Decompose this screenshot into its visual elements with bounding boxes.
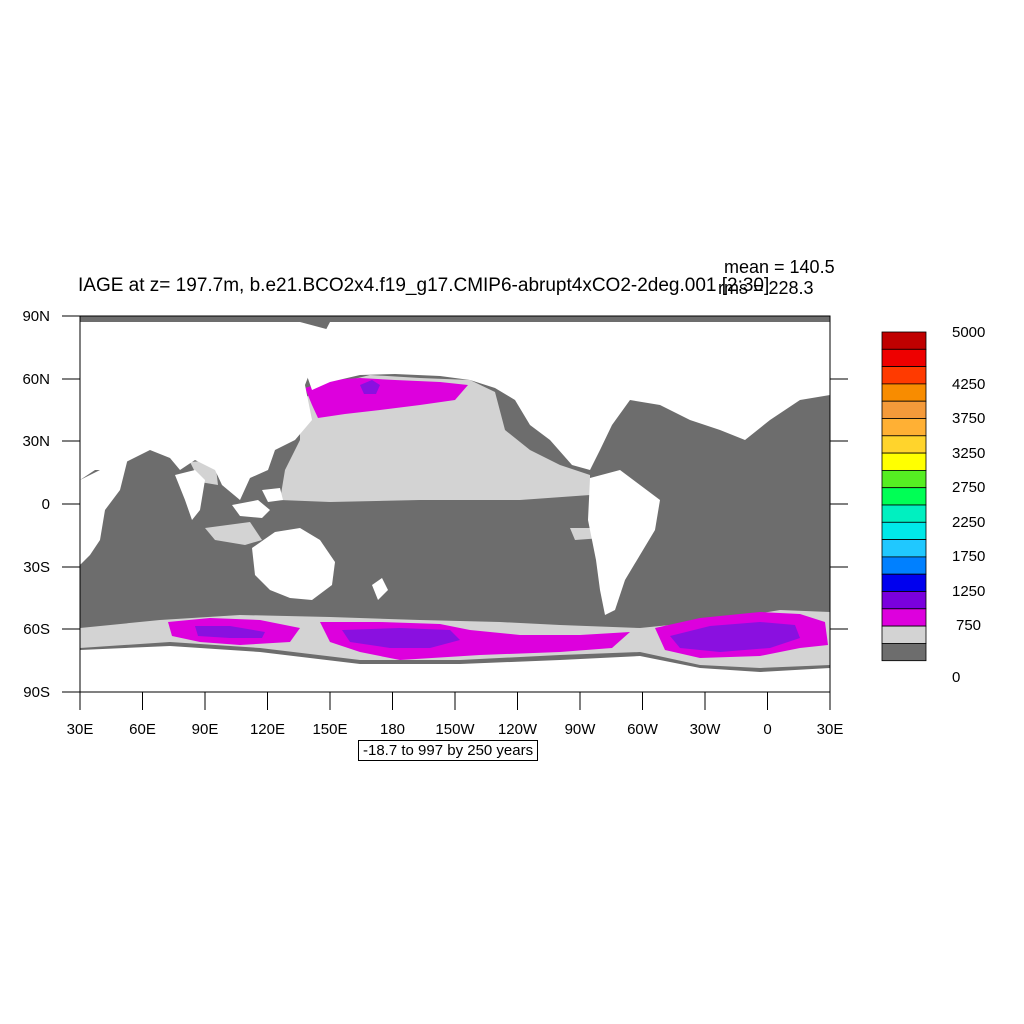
colorbar-box xyxy=(881,469,927,489)
colorbar-label: 2250 xyxy=(952,514,985,531)
lon-label: 90E xyxy=(192,721,219,738)
colorbar-label: 1750 xyxy=(952,548,985,565)
plot-title: IAGE at z= 197.7m, b.e21.BCO2x4.f19_g17.… xyxy=(78,275,770,296)
bering-magenta-region xyxy=(305,378,468,418)
colorbar-box xyxy=(881,331,927,350)
africa-landmass xyxy=(80,458,128,565)
colorbar-box xyxy=(881,591,927,610)
colorbar-box xyxy=(881,539,927,558)
colorbar-box xyxy=(881,625,927,644)
colorbar-label: 3750 xyxy=(952,410,985,427)
longitude-axis: 30E 60E 90E 120E 150E 180 150W 120W 90W … xyxy=(67,692,844,738)
tropical-indian-light-band xyxy=(205,522,262,545)
colorbar-box xyxy=(881,400,927,419)
lon-label: 30W xyxy=(690,721,722,738)
colorbar-box xyxy=(881,521,927,540)
colorbar-box xyxy=(881,643,927,662)
lon-label: 30E xyxy=(817,721,844,738)
southern-ocean-purple-central xyxy=(342,628,460,648)
lon-label: 60W xyxy=(627,721,659,738)
lat-label: 60N xyxy=(22,371,50,388)
rms-stat: rms = 228.3 xyxy=(718,278,814,298)
colorbar-box xyxy=(881,383,927,402)
australia-landmass xyxy=(252,528,335,600)
colorbar-box xyxy=(881,608,927,627)
colorbar-box xyxy=(881,418,927,437)
colorbar-box xyxy=(881,573,927,592)
colorbar-labels: 5000 4250 3750 3250 2750 2250 1750 1250 … xyxy=(952,324,985,686)
colorbar-box xyxy=(881,556,927,575)
colorbar-label: 1250 xyxy=(952,583,985,600)
lon-label: 150E xyxy=(312,721,347,738)
new-zealand xyxy=(372,578,388,600)
weddell-purple-core xyxy=(670,622,800,652)
lon-label: 90W xyxy=(565,721,597,738)
southern-ocean-purple-west xyxy=(195,626,265,638)
maritime-continent xyxy=(232,488,283,518)
contour-range-note: -18.7 to 997 by 250 years xyxy=(358,740,539,761)
lon-label: 30E xyxy=(67,721,94,738)
lon-label: 150W xyxy=(435,721,475,738)
lon-label: 120E xyxy=(250,721,285,738)
colorbar-box xyxy=(881,435,927,454)
colorbar-label: 2750 xyxy=(952,479,985,496)
colorbar-label: 3250 xyxy=(952,445,985,462)
lon-label: 0 xyxy=(763,721,771,738)
lon-label: 180 xyxy=(380,721,405,738)
south-america-landmass xyxy=(588,470,660,615)
lon-label: 120W xyxy=(498,721,538,738)
eurasia-landmass xyxy=(80,322,330,500)
lat-label: 90S xyxy=(23,684,50,701)
colorbar-label: 4250 xyxy=(952,376,985,393)
lat-label: 30S xyxy=(23,559,50,576)
indian-subcontinent xyxy=(175,470,205,520)
colorbar-box xyxy=(881,366,927,385)
lat-label: 30N xyxy=(22,433,50,450)
colorbar-box xyxy=(881,452,927,471)
colorbar xyxy=(881,331,927,662)
mean-stat: mean = 140.5 xyxy=(724,257,835,277)
latitude-axis: 90N 60N 30N 0 30S 60S 90S xyxy=(22,308,848,701)
greenland xyxy=(655,322,745,382)
colorbar-label: 750 xyxy=(956,617,981,634)
colorbar-box xyxy=(881,504,927,523)
colorbar-box xyxy=(881,487,927,506)
bering-purple-core xyxy=(360,380,380,394)
lat-label: 0 xyxy=(42,496,50,513)
colorbar-label: 0 xyxy=(952,669,960,686)
colorbar-label: 5000 xyxy=(952,324,985,341)
antarctica-landmass xyxy=(80,646,830,692)
colorbar-box xyxy=(881,348,927,367)
lat-label: 90N xyxy=(22,308,50,325)
lat-label: 60S xyxy=(23,621,50,638)
lon-label: 60E xyxy=(129,721,156,738)
map-area xyxy=(80,316,830,692)
